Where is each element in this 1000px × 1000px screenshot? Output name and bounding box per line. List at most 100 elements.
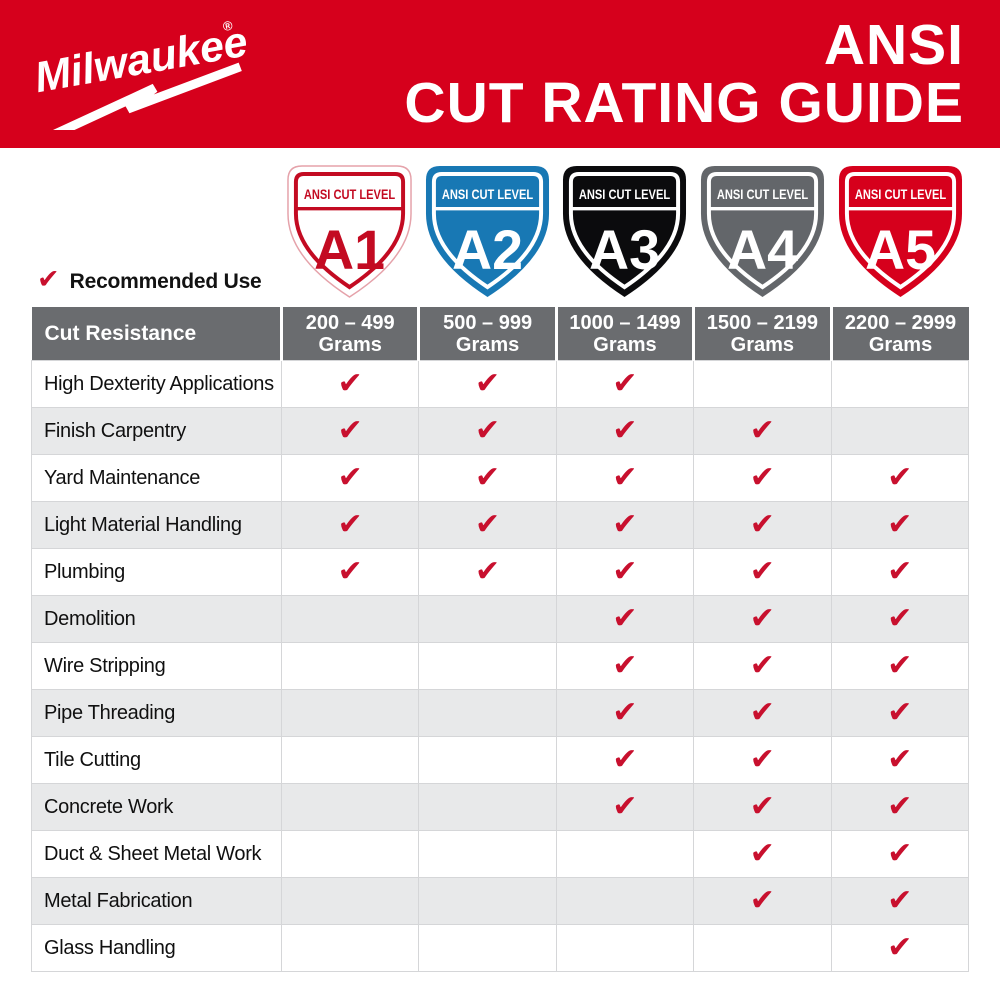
row-label: Glass Handling: [31, 924, 282, 972]
check-icon: ✔: [612, 367, 638, 400]
check-icon: ✔: [749, 508, 775, 541]
empty-cell: [418, 830, 557, 878]
ansi-shield-a1: ANSI CUT LEVEL A1: [281, 164, 419, 299]
registered-mark: ®: [222, 18, 234, 34]
check-cell: ✔: [555, 642, 695, 690]
col-header-grams-4: 1500 – 2199 Grams: [693, 307, 833, 361]
check-cell: ✔: [693, 454, 832, 502]
check-icon: ✔: [475, 508, 501, 541]
shield-icon: ANSI CUT LEVEL A5: [838, 166, 962, 297]
row-label: Finish Carpentry: [31, 407, 282, 455]
check-icon: ✔: [337, 367, 363, 400]
check-cell: ✔: [830, 783, 970, 831]
check-icon: ✔: [475, 367, 501, 400]
check-cell: ✔: [418, 407, 557, 455]
row-label: Concrete Work: [31, 783, 282, 831]
shield-strip: ✔ Recommended Use ANSI CUT LEVEL A1 ANSI…: [31, 163, 969, 299]
check-cell: ✔: [693, 689, 832, 737]
col-header-grams-5: 2200 – 2999 Grams: [831, 307, 969, 361]
check-icon: ✔: [337, 414, 363, 447]
shield-icon: ANSI CUT LEVEL A2: [425, 166, 549, 297]
check-icon: ✔: [37, 264, 60, 294]
check-cell: ✔: [830, 924, 970, 972]
check-cell: ✔: [693, 830, 832, 878]
check-icon: ✔: [749, 602, 775, 635]
empty-cell: [418, 783, 557, 831]
empty-cell: [418, 642, 557, 690]
check-icon: ✔: [749, 461, 775, 494]
check-icon: ✔: [337, 461, 363, 494]
check-icon: ✔: [337, 508, 363, 541]
empty-cell: [418, 689, 557, 737]
shield-icon: ANSI CUT LEVEL A4: [701, 166, 825, 297]
empty-cell: [693, 360, 832, 408]
shield-level-code: A4: [727, 219, 798, 281]
check-cell: ✔: [555, 736, 695, 784]
table-row: Pipe Threading ✔ ✔ ✔: [31, 689, 970, 737]
check-icon: ✔: [475, 461, 501, 494]
check-icon: ✔: [749, 837, 775, 870]
check-icon: ✔: [612, 696, 638, 729]
check-icon: ✔: [887, 555, 913, 588]
check-icon: ✔: [612, 508, 638, 541]
empty-cell: [280, 877, 420, 925]
check-cell: ✔: [418, 501, 557, 549]
table-row: Tile Cutting ✔ ✔ ✔: [31, 736, 970, 784]
check-icon: ✔: [887, 461, 913, 494]
check-icon: ✔: [887, 790, 913, 823]
lightning-bolt-icon: [53, 62, 242, 130]
check-cell: ✔: [830, 454, 970, 502]
check-cell: ✔: [830, 689, 970, 737]
recommended-use-legend: ✔ Recommended Use: [31, 264, 281, 299]
empty-cell: [418, 736, 557, 784]
check-icon: ✔: [612, 743, 638, 776]
empty-cell: [418, 595, 557, 643]
row-label: Pipe Threading: [31, 689, 282, 737]
cut-rating-table: Cut Resistance 200 – 499 Grams 500 – 999 Gra…: [31, 307, 970, 972]
ansi-shield-a5: ANSI CUT LEVEL A5: [831, 164, 969, 299]
ansi-shield-a2: ANSI CUT LEVEL A2: [419, 164, 557, 299]
check-icon: ✔: [475, 414, 501, 447]
table-body: High Dexterity Applications ✔ ✔ ✔ Finish Car…: [31, 360, 970, 972]
check-icon: ✔: [749, 555, 775, 588]
check-cell: ✔: [830, 877, 970, 925]
table-row: High Dexterity Applications ✔ ✔ ✔: [31, 360, 970, 408]
legend-label: Recommended Use: [69, 269, 262, 293]
empty-cell: [418, 877, 557, 925]
shield-level-code: A2: [452, 219, 523, 281]
check-cell: ✔: [418, 548, 557, 596]
col-header-grams-2: 500 – 999 Grams: [418, 307, 558, 361]
empty-cell: [830, 407, 970, 455]
shield-band-label: ANSI CUT LEVEL: [442, 186, 534, 202]
shield-icon: ANSI CUT LEVEL A1: [287, 165, 413, 298]
check-icon: ✔: [612, 414, 638, 447]
check-cell: ✔: [555, 548, 695, 596]
shield-band-label: ANSI CUT LEVEL: [717, 186, 809, 202]
check-cell: ✔: [693, 548, 832, 596]
check-cell: ✔: [418, 454, 557, 502]
check-icon: ✔: [887, 884, 913, 917]
shield-band-label: ANSI CUT LEVEL: [304, 186, 396, 202]
shield-icon: ANSI CUT LEVEL A3: [563, 166, 687, 297]
check-icon: ✔: [887, 743, 913, 776]
col-header-grams-1: 200 – 499 Grams: [281, 307, 421, 361]
check-icon: ✔: [749, 884, 775, 917]
row-label: Demolition: [31, 595, 282, 643]
row-label: Light Material Handling: [31, 501, 282, 549]
empty-cell: [418, 924, 557, 972]
table-row: Light Material Handling ✔ ✔ ✔ ✔ ✔: [31, 501, 970, 549]
check-cell: ✔: [280, 407, 420, 455]
col-header-cut-resistance: Cut Resistance: [31, 307, 283, 361]
check-icon: ✔: [887, 837, 913, 870]
check-icon: ✔: [887, 508, 913, 541]
check-cell: ✔: [555, 689, 695, 737]
row-label: Wire Stripping: [31, 642, 282, 690]
title-line-ansi: ANSI: [823, 12, 964, 77]
check-icon: ✔: [887, 696, 913, 729]
check-cell: ✔: [830, 830, 970, 878]
check-cell: ✔: [830, 548, 970, 596]
check-icon: ✔: [749, 649, 775, 682]
check-icon: ✔: [612, 461, 638, 494]
shield-band-label: ANSI CUT LEVEL: [579, 186, 671, 202]
row-label: Duct & Sheet Metal Work: [31, 830, 282, 878]
